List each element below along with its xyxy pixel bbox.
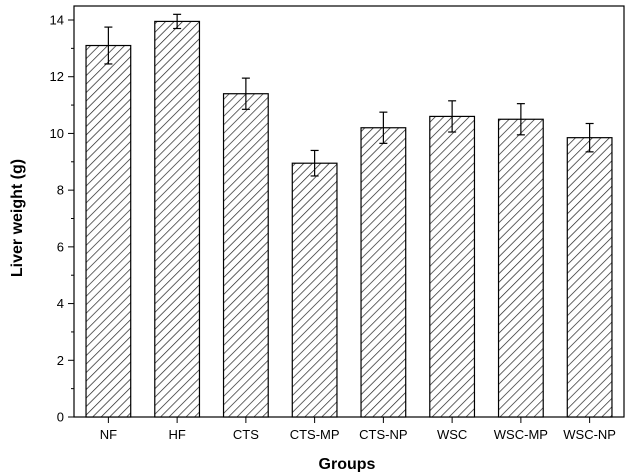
x-axis-label: Groups xyxy=(319,456,376,472)
error-bar-nf xyxy=(104,26,113,65)
x-tick-label: WSC-NP xyxy=(563,427,616,442)
bar-cts-mp xyxy=(291,162,338,418)
error-bar-wsc-mp xyxy=(516,103,525,136)
bar-hf xyxy=(154,20,201,418)
y-tick-label: 4 xyxy=(57,296,64,311)
bar-nf xyxy=(85,44,132,418)
y-tick-labels: 0 2 4 6 8 10 12 14 xyxy=(50,13,64,425)
bar-cts xyxy=(222,93,269,418)
bars xyxy=(85,20,613,418)
y-tick-label: 0 xyxy=(57,410,64,425)
y-tick-label: 10 xyxy=(50,126,64,141)
bar-wsc-np xyxy=(566,137,613,418)
x-tick-label: CTS-MP xyxy=(290,427,340,442)
bar-wsc xyxy=(429,115,476,418)
x-tick-label: NF xyxy=(100,427,117,442)
y-tick-label: 14 xyxy=(50,13,64,28)
error-bar-cts xyxy=(241,77,250,110)
error-bar-wsc-np xyxy=(585,122,594,153)
bar-cts-np xyxy=(360,127,407,418)
plot-frame xyxy=(73,5,625,418)
bar-wsc-mp xyxy=(497,118,544,418)
x-tick-labels: NF HF CTS CTS-MP CTS-NP WSC WSC-MP WSC-NP xyxy=(100,427,616,442)
x-tick-label: WSC-MP xyxy=(494,427,548,442)
y-tick-label: 2 xyxy=(57,353,64,368)
error-bar-cts-mp xyxy=(310,149,319,177)
x-tick-label: WSC xyxy=(437,427,467,442)
y-tick-label: 8 xyxy=(57,183,64,198)
x-tick-label: HF xyxy=(168,427,185,442)
error-bar-hf xyxy=(173,13,182,30)
y-tick-label: 12 xyxy=(50,69,64,84)
error-bar-wsc xyxy=(448,100,457,133)
x-tick-label: CTS xyxy=(233,427,259,442)
y-axis-label: Liver weight (g) xyxy=(9,159,26,277)
x-tick-label: CTS-NP xyxy=(359,427,407,442)
error-bars xyxy=(104,13,594,177)
axes xyxy=(68,5,625,423)
error-bar-cts-np xyxy=(379,111,388,144)
y-tick-label: 6 xyxy=(57,239,64,254)
